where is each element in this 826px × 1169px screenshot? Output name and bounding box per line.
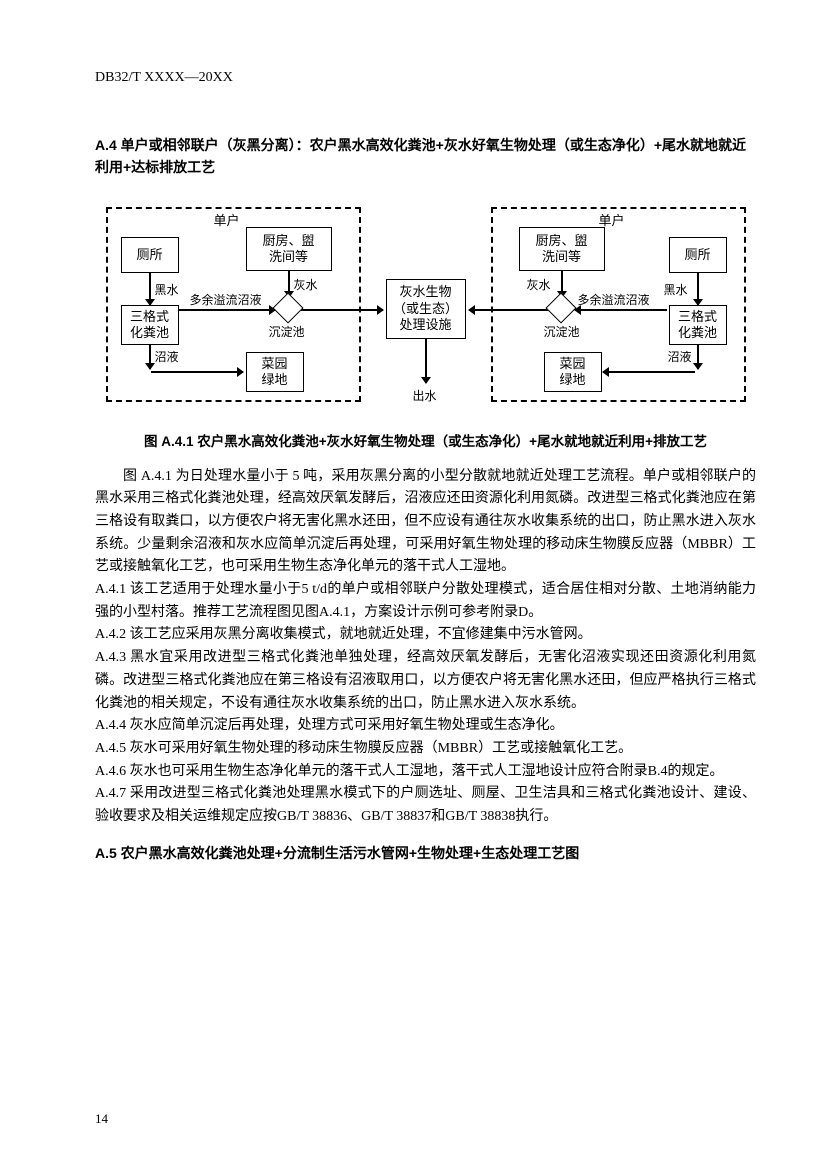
arrow — [697, 345, 699, 369]
flow-diagram: 单户 厕所 厨房、盥 洗间等 黑水 三格式 化粪池 灰水 多余溢流沼液 沉淀池 … — [106, 197, 746, 412]
diagram-wrap: 单户 厕所 厨房、盥 洗间等 黑水 三格式 化粪池 灰水 多余溢流沼液 沉淀池 … — [106, 197, 746, 412]
node-garden-r: 菜园 绿地 — [544, 352, 602, 392]
lbl-grey-l: 灰水 — [294, 276, 318, 293]
doc-header: DB32/T XXXX—20XX — [95, 70, 756, 86]
paragraph-intro: 图 A.4.1 为日处理水量小于 5 吨，采用灰黑分离的小型分散就地就近处理工艺… — [95, 466, 756, 579]
arrow — [575, 309, 667, 311]
item-a4-3: A.4.3 黑水宜采用改进型三格式化粪池单独处理，经高效厌氧发酵后，无害化沼液实… — [95, 647, 756, 715]
arrow — [149, 345, 151, 369]
arrow — [179, 309, 275, 311]
arrow — [697, 273, 699, 305]
node-kitchen-l: 厨房、盥 洗间等 — [246, 227, 332, 271]
arrow — [149, 273, 151, 305]
lbl-out: 出水 — [413, 387, 437, 404]
lbl-settle-l: 沉淀池 — [269, 323, 305, 340]
page-number: 14 — [95, 1111, 108, 1127]
item-a4-6: A.4.6 灰水也可采用生物生态净化单元的落干式人工湿地，落干式人工湿地设计应符… — [95, 761, 756, 784]
node-garden-l: 菜园 绿地 — [246, 352, 304, 392]
lbl-digest-l: 沼液 — [155, 348, 179, 365]
lbl-settle-r: 沉淀池 — [544, 323, 580, 340]
lbl-digest-r: 沼液 — [668, 348, 692, 365]
node-toilet-l: 厕所 — [121, 237, 179, 273]
item-a4-2: A.4.2 该工艺应采用灰黑分离收集模式，就地就近处理，不宜修建集中污水管网。 — [95, 624, 756, 647]
section-a5-title: A.5 农户黑水高效化粪池处理+分流制生活污水管网+生物处理+生态处理工艺图 — [95, 843, 756, 863]
node-septic-l: 三格式 化粪池 — [121, 305, 179, 345]
lbl-grey-r: 灰水 — [527, 276, 551, 293]
item-a4-5: A.4.5 灰水可采用好氧生物处理的移动床生物膜反应器（MBBR）工艺或接触氧化… — [95, 738, 756, 761]
arrow — [425, 339, 427, 383]
item-a4-4: A.4.4 灰水应简单沉淀后再处理，处理方式可采用好氧生物处理或生态净化。 — [95, 715, 756, 738]
lbl-black-l: 黑水 — [155, 281, 179, 298]
left-group-label: 单户 — [214, 210, 240, 229]
lbl-overflow-l: 多余溢流沼液 — [190, 291, 262, 308]
item-a4-1: A.4.1 该工艺适用于处理水量小于5 t/d的单户或相邻联户分散处理模式，适合… — [95, 579, 756, 624]
node-toilet-r: 厕所 — [669, 237, 727, 273]
arrow — [301, 309, 383, 311]
arrow — [603, 371, 695, 373]
lbl-overflow-r: 多余溢流沼液 — [578, 291, 650, 308]
node-kitchen-r: 厨房、盥 洗间等 — [519, 227, 605, 271]
section-a4-title: A.4 单户或相邻联户（灰黑分离）：农户黑水高效化粪池+灰水好氧生物处理（或生态… — [95, 134, 756, 179]
node-septic-r: 三格式 化粪池 — [669, 305, 727, 345]
lbl-black-r: 黑水 — [664, 281, 688, 298]
node-center: 灰水生物 （或生态） 处理设施 — [386, 279, 466, 339]
figure-caption: 图 A.4.1 农户黑水高效化粪池+灰水好氧生物处理（或生态净化）+尾水就地就近… — [95, 430, 756, 450]
item-a4-7: A.4.7 采用改进型三格式化粪池处理黑水模式下的户厕选址、厕屋、卫生洁具和三格… — [95, 783, 756, 828]
arrow — [151, 371, 243, 373]
